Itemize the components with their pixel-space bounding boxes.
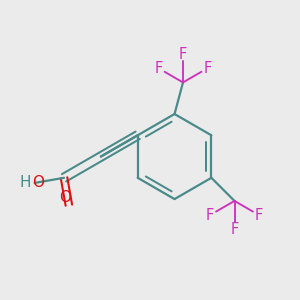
Text: F: F [206, 208, 214, 223]
Text: F: F [179, 47, 187, 62]
Text: F: F [203, 61, 212, 76]
Text: F: F [255, 208, 263, 223]
Text: F: F [154, 61, 163, 76]
Text: H: H [20, 176, 31, 190]
Text: F: F [230, 222, 238, 237]
Text: O: O [60, 190, 72, 206]
Text: O: O [32, 176, 44, 190]
